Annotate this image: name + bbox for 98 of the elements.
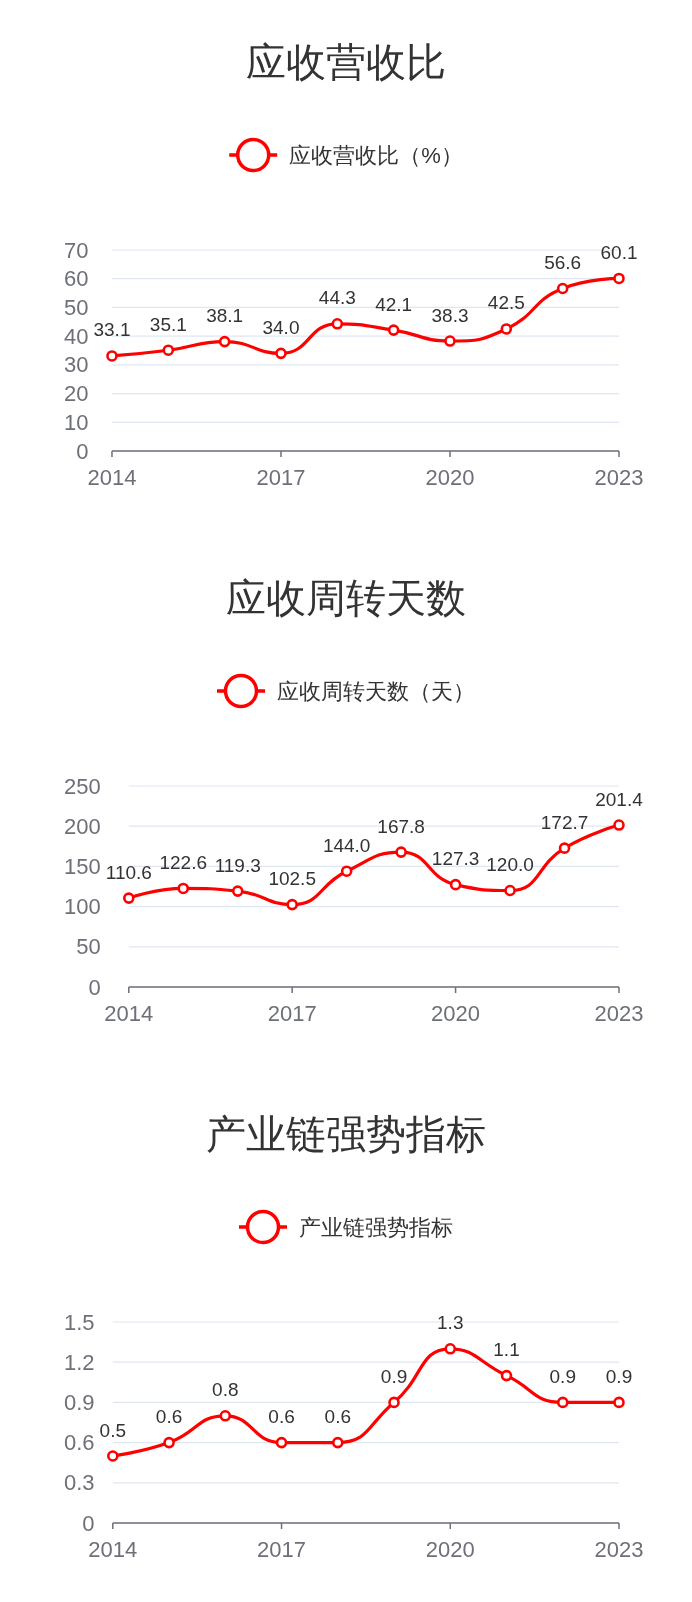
point <box>387 324 400 336</box>
point <box>558 842 571 854</box>
point <box>500 323 513 335</box>
point <box>613 1396 625 1409</box>
data-label: 60.1 <box>600 241 638 263</box>
point <box>107 1450 119 1462</box>
point <box>449 878 462 891</box>
legend-label: 产业链强势指标 <box>299 1214 453 1240</box>
x-tick-label: 2023 <box>594 1000 644 1026</box>
y-tick-label: 100 <box>64 894 101 920</box>
data-label: 0.9 <box>605 1365 633 1387</box>
data-label: 38.3 <box>431 304 469 326</box>
y-tick-label: 0 <box>88 974 101 1000</box>
point <box>331 1436 344 1449</box>
point <box>218 335 231 348</box>
x-tick-label: 2023 <box>594 464 644 490</box>
data-label: 38.1 <box>206 305 244 327</box>
data-label: 144.0 <box>322 834 371 856</box>
legend-label: 应收周转天数（天） <box>277 678 475 704</box>
x-tick-label: 2014 <box>104 1000 154 1026</box>
data-label: 0.6 <box>324 1406 351 1428</box>
data-label: 44.3 <box>318 287 356 309</box>
chart-title: 产业链强势指标 <box>206 1111 486 1157</box>
point <box>122 892 135 904</box>
y-tick-label: 30 <box>64 352 89 378</box>
point <box>500 1369 513 1382</box>
y-tick-label: 1.2 <box>64 1349 95 1375</box>
y-tick-label: 10 <box>64 409 89 435</box>
point <box>444 335 456 347</box>
data-label: 0.9 <box>549 1365 576 1387</box>
y-tick-label: 60 <box>64 266 89 292</box>
y-tick-label: 40 <box>64 323 89 349</box>
data-label: 120.0 <box>486 854 534 876</box>
point <box>556 282 569 295</box>
x-tick-label: 2017 <box>256 464 306 490</box>
y-tick-label: 150 <box>64 853 101 879</box>
x-tick-label: 2017 <box>267 1000 317 1026</box>
data-label: 172.7 <box>540 811 589 833</box>
point <box>275 1436 288 1449</box>
x-tick-label: 2017 <box>257 1536 307 1562</box>
x-tick-label: 2020 <box>431 1000 481 1026</box>
point <box>106 350 118 362</box>
data-label: 33.1 <box>93 319 131 341</box>
data-label: 119.3 <box>214 854 261 876</box>
x-tick-label: 2020 <box>425 1536 475 1562</box>
data-label: 35.1 <box>149 313 187 335</box>
point <box>275 347 287 360</box>
data-label: 1.1 <box>493 1339 520 1361</box>
y-tick-label: 0.6 <box>64 1430 95 1456</box>
point <box>388 1396 400 1409</box>
point <box>331 318 344 330</box>
data-label: 122.6 <box>159 851 208 873</box>
data-label: 0.6 <box>268 1406 295 1428</box>
y-tick-label: 250 <box>64 773 101 799</box>
y-tick-label: 0.9 <box>64 1389 95 1415</box>
legend-label: 应收营收比（%） <box>289 142 463 168</box>
y-tick-label: 0 <box>76 438 89 464</box>
data-label: 127.3 <box>431 848 480 870</box>
point <box>444 1343 457 1355</box>
point <box>395 846 407 858</box>
data-label: 56.6 <box>544 251 582 273</box>
y-tick-label: 200 <box>64 813 101 839</box>
data-label: 0.6 <box>155 1406 183 1428</box>
data-label: 1.3 <box>437 1312 464 1334</box>
data-label: 102.5 <box>268 868 316 890</box>
data-label: 201.4 <box>595 788 644 810</box>
y-tick-label: 0 <box>82 1510 95 1536</box>
x-tick-label: 2014 <box>88 1536 138 1562</box>
point <box>177 882 190 895</box>
data-label: 42.5 <box>487 292 525 314</box>
point <box>219 1410 232 1422</box>
data-label: 167.8 <box>377 815 425 837</box>
point <box>613 272 625 285</box>
chart-title: 应收营收比 <box>246 39 446 85</box>
point <box>162 344 175 357</box>
chart-title: 应收周转天数 <box>226 575 466 621</box>
y-tick-label: 50 <box>64 294 89 320</box>
x-tick-label: 2020 <box>425 464 475 490</box>
point <box>231 885 244 897</box>
y-tick-label: 50 <box>76 934 101 960</box>
point <box>613 819 625 831</box>
point <box>340 865 353 878</box>
data-label: 110.6 <box>105 861 152 883</box>
point <box>504 884 516 897</box>
point <box>556 1396 569 1409</box>
y-tick-label: 1.5 <box>64 1309 95 1335</box>
data-label: 0.9 <box>380 1365 408 1387</box>
y-tick-label: 70 <box>64 237 89 263</box>
y-tick-label: 20 <box>64 381 89 407</box>
data-label: 0.5 <box>99 1419 127 1441</box>
data-label: 34.0 <box>262 316 300 338</box>
data-label: 0.8 <box>212 1379 239 1401</box>
data-label: 42.1 <box>375 293 413 315</box>
x-tick-label: 2014 <box>87 464 137 490</box>
point <box>286 898 298 911</box>
y-tick-label: 0.3 <box>64 1470 95 1496</box>
point <box>163 1436 175 1449</box>
x-tick-label: 2023 <box>594 1536 644 1562</box>
